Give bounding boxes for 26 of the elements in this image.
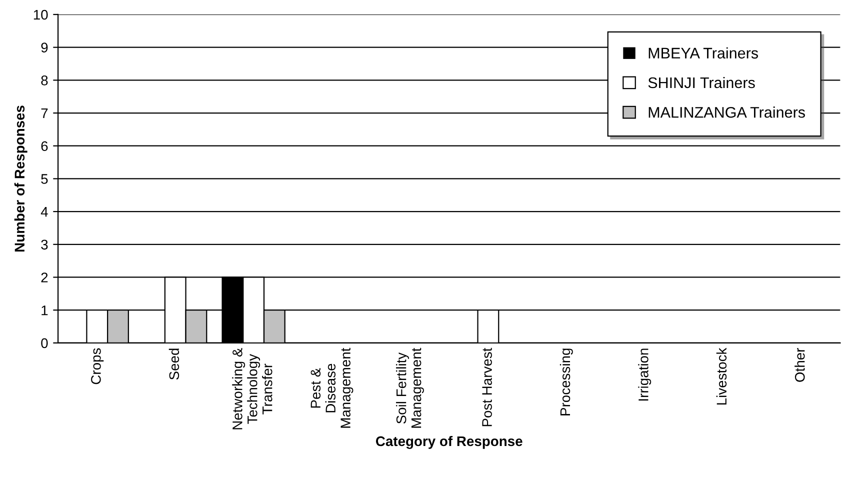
y-tick-label: 4: [40, 207, 48, 217]
x-axis-title: Category of Response: [376, 436, 522, 449]
y-tick-label: 6: [41, 141, 48, 152]
x-tick-label: Crops: [91, 348, 104, 384]
y-tick-label: 8: [41, 76, 48, 86]
y-tick-label: 3: [41, 240, 48, 250]
x-tick-label: Livestock: [716, 348, 727, 405]
legend-label: MBEYA Trainers: [648, 47, 758, 59]
y-tick-label: 10: [34, 10, 48, 20]
y-tick-label: 0: [41, 338, 48, 348]
x-tick-label: Irrigation: [638, 348, 652, 401]
x-tick-label: Post Harvest: [482, 348, 492, 426]
x-tick-label: Seed: [168, 348, 180, 380]
legend-label: MALINZANGA Trainers: [648, 106, 805, 118]
x-tick-label: Networking & Technology Transfer: [232, 348, 272, 430]
x-tick-label: Pest & Disease Management: [310, 348, 354, 428]
y-tick-label: 2: [41, 272, 48, 282]
x-tick-label: Other: [794, 348, 805, 382]
y-tick-label: 5: [41, 174, 48, 184]
y-tick-label: 7: [41, 108, 48, 118]
x-tick-label: Soil Fertility Management: [396, 348, 424, 428]
y-tick-label: 1: [42, 306, 48, 316]
legend-label: SHINJI Trainers: [648, 76, 755, 88]
y-axis-title: Number of Responses: [14, 106, 28, 252]
y-tick-label: 9: [41, 42, 48, 53]
x-tick-label: Processing: [560, 348, 573, 416]
